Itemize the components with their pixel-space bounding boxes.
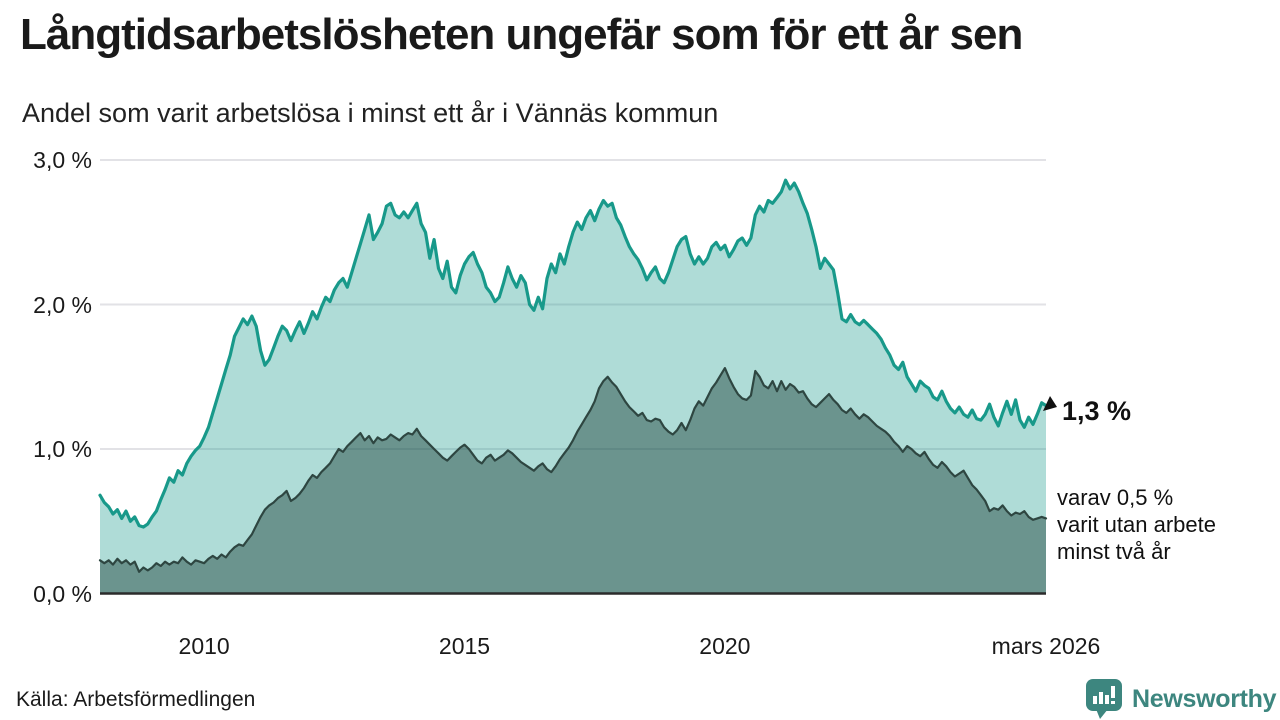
line-two-years — [98, 367, 1048, 573]
newsworthy-logo: Newsworthy — [1085, 678, 1277, 720]
page-subtitle: Andel som varit arbetslösa i minst ett å… — [22, 98, 719, 128]
y-axis-label: 1,0 % — [33, 436, 92, 462]
secondary-value-line: varit utan arbete — [1057, 512, 1216, 537]
y-axis-label: 2,0 % — [33, 291, 92, 318]
y-axis-label: 3,0 % — [33, 147, 92, 173]
secondary-value-line: minst två år — [1057, 539, 1171, 564]
y-axis-label: 0,0 % — [33, 580, 92, 607]
x-axis-label: mars 2026 — [991, 633, 1101, 659]
bar-chart-speech-bubble-icon — [1086, 679, 1122, 719]
latest-value-pointer-icon — [1043, 396, 1057, 411]
line-one-year — [98, 178, 1048, 529]
secondary-value-label: varav 0,5 % varit utan arbete minst två … — [1057, 484, 1216, 565]
source-attribution: Källa: Arbetsförmedlingen — [16, 688, 256, 711]
latest-value-label: 1,3 % — [1062, 396, 1132, 426]
area-two-years — [100, 368, 1046, 594]
secondary-value-line: varav 0,5 % — [1057, 485, 1174, 510]
x-axis-label: 2015 — [438, 633, 491, 659]
page-title: Långtidsarbetslösheten ungefär som för e… — [20, 10, 1023, 59]
x-axis-label: 2010 — [178, 633, 230, 659]
area-one-year — [100, 180, 1046, 594]
brand-name: Newsworthy — [1132, 684, 1277, 713]
x-axis-label: 2020 — [699, 633, 751, 659]
